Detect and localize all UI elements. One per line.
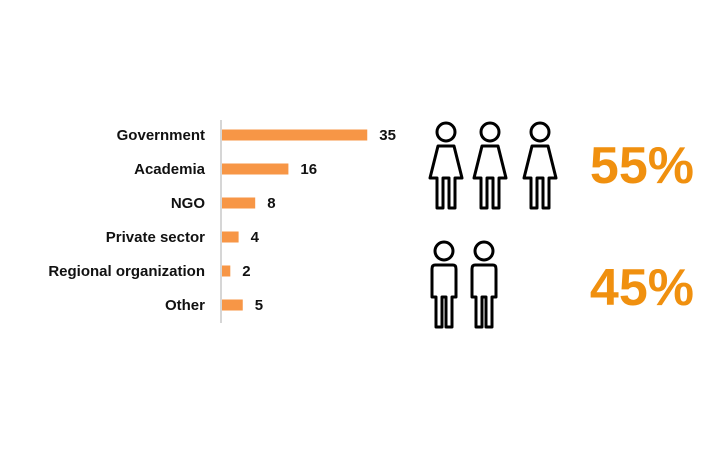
- bar: [222, 129, 368, 141]
- value-label: 5: [255, 297, 263, 314]
- female-person-icon: [428, 120, 464, 217]
- bar: [222, 163, 289, 175]
- category-label: NGO: [171, 195, 206, 212]
- male-percentage: 45%: [589, 259, 694, 317]
- category-label: Academia: [134, 161, 206, 178]
- male-person-icon: [470, 239, 498, 336]
- value-label: 2: [242, 263, 250, 280]
- female-percentage: 55%: [589, 137, 694, 195]
- value-label: 35: [379, 127, 396, 144]
- category-label: Regional organization: [48, 263, 205, 280]
- value-label: 16: [300, 161, 317, 178]
- bar: [222, 299, 243, 311]
- category-label: Private sector: [106, 229, 205, 246]
- female-person-icon: [472, 120, 508, 217]
- bar: [222, 231, 239, 243]
- category-label: Other: [165, 297, 205, 314]
- female-person-icon: [522, 120, 558, 217]
- value-label: 8: [267, 195, 275, 212]
- male-person-icon: [430, 239, 458, 336]
- bar: [222, 197, 256, 209]
- value-label: 4: [251, 229, 260, 246]
- category-label: Government: [117, 127, 205, 144]
- bar-group: Government 35 Academia 16 NGO 8 Private sector…: [48, 127, 396, 314]
- bar: [222, 265, 231, 277]
